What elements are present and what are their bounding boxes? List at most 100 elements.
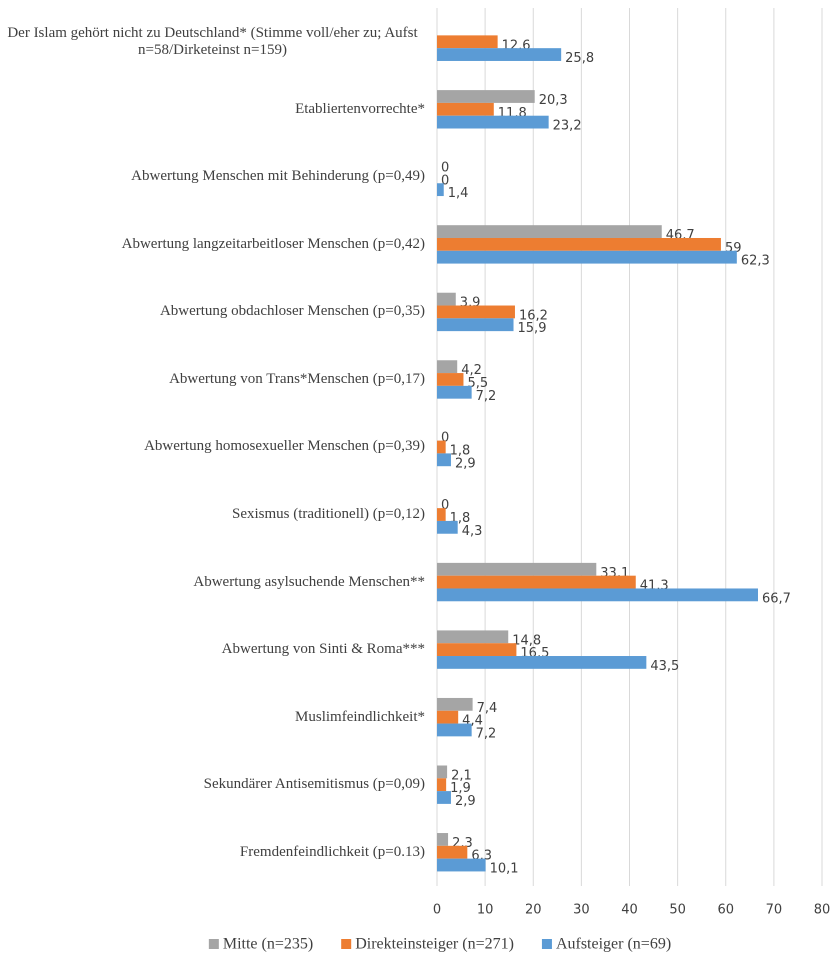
category-label-box: Etabliertenvorrechte* bbox=[0, 76, 425, 144]
category-label-text: Sekundärer Antisemitismus (p=0,09) bbox=[203, 776, 425, 793]
bar bbox=[437, 453, 451, 467]
category-label: Abwertung asylsuchende Menschen** bbox=[0, 548, 425, 616]
category-label-text: Der Islam gehört nicht zu Deutschland* (… bbox=[7, 24, 418, 58]
x-tick-label: 20 bbox=[525, 903, 542, 918]
bar bbox=[437, 305, 515, 319]
legend-label: Mitte (n=235) bbox=[223, 936, 313, 953]
category-label-text: Etabliertenvorrechte* bbox=[295, 100, 425, 117]
category-label-box: Abwertung Menschen mit Behinderung (p=0,… bbox=[0, 143, 425, 211]
bar bbox=[437, 697, 473, 711]
bar bbox=[437, 373, 464, 386]
value-label: 23,2 bbox=[553, 119, 582, 134]
x-tick-label: 0 bbox=[433, 903, 441, 918]
category-label-box: Muslimfeindlichkeit* bbox=[0, 683, 425, 751]
category-label: Abwertung langzeitarbeitloser Menschen (… bbox=[0, 211, 425, 279]
bar bbox=[437, 48, 562, 61]
value-label: 15,9 bbox=[518, 321, 547, 336]
category-label: Sexismus (traditionell) (p=0,12) bbox=[231, 506, 425, 523]
value-label: 2,1 bbox=[451, 768, 472, 783]
bar bbox=[437, 630, 509, 644]
category-label-text: Abwertung homosexueller Menschen (p=0,39… bbox=[144, 438, 425, 455]
category-label-text: Abwertung von Trans*Menschen (p=0,17) bbox=[169, 370, 425, 387]
x-tick-label: 80 bbox=[814, 903, 831, 918]
bar bbox=[437, 845, 468, 859]
category-label-text: Fremdenfeindlichkeit (p=0.13) bbox=[239, 843, 425, 860]
bar bbox=[437, 858, 486, 872]
category-label-box: Abwertung langzeitarbeitloser Menschen (… bbox=[0, 211, 425, 279]
category-label-text: Muslimfeindlichkeit* bbox=[295, 708, 425, 725]
category-label-box: Abwertung von Sinti & Roma*** bbox=[0, 616, 425, 684]
value-label: 1,4 bbox=[448, 186, 469, 201]
bar bbox=[437, 440, 446, 454]
category-label-box: Fremdenfeindlichkeit (p=0.13) bbox=[0, 818, 425, 886]
category-label-text: Abwertung asylsuchende Menschen** bbox=[193, 573, 425, 590]
value-label: 14,8 bbox=[512, 633, 541, 648]
category-label-text: Abwertung Menschen mit Behinderung (p=0,… bbox=[131, 168, 425, 185]
category-label-box: Abwertung homosexueller Menschen (p=0,39… bbox=[0, 413, 425, 481]
category-label: Abwertung von Sinti & Roma*** bbox=[0, 616, 425, 684]
bar bbox=[437, 520, 458, 534]
category-label-box: Abwertung asylsuchende Menschen** bbox=[0, 548, 425, 616]
bar bbox=[437, 292, 456, 306]
bar bbox=[437, 90, 535, 103]
value-label: 62,3 bbox=[741, 254, 770, 269]
category-label: Abwertung Menschen mit Behinderung (p=0,… bbox=[0, 143, 425, 211]
category-label: Abwertung obdachloser Menschen (p=0,35) bbox=[0, 278, 425, 346]
legend-label: Aufsteiger (n=69) bbox=[556, 936, 671, 953]
category-label-box: Abwertung von Trans*Menschen (p=0,17) bbox=[0, 346, 425, 414]
legend-swatch bbox=[208, 939, 219, 949]
category-label: Abwertung von Trans*Menschen (p=0,17) bbox=[0, 346, 425, 414]
bar bbox=[437, 250, 737, 264]
category-label-box: Sekundärer Antisemitismus (p=0,09) bbox=[0, 751, 425, 819]
category-label: Abwertung homosexueller Menschen (p=0,39… bbox=[0, 413, 425, 481]
category-label-box: Der Islam gehört nicht zu Deutschland* (… bbox=[0, 8, 425, 76]
category-label: Der Islam gehört nicht zu Deutschland* (… bbox=[0, 8, 425, 76]
bar bbox=[437, 791, 451, 804]
bar bbox=[437, 562, 597, 576]
value-label: 7,2 bbox=[476, 726, 497, 741]
x-tick-label: 60 bbox=[717, 903, 734, 918]
value-label: 0 bbox=[441, 431, 449, 446]
bar bbox=[437, 710, 459, 724]
x-tick-label: 30 bbox=[573, 903, 590, 918]
value-label: 43,5 bbox=[650, 659, 679, 674]
category-label: Etabliertenvorrechte* bbox=[0, 76, 425, 144]
value-label: 66,7 bbox=[762, 591, 791, 606]
value-label: 0 bbox=[441, 173, 449, 188]
legend-swatch bbox=[541, 939, 552, 949]
bar bbox=[437, 575, 636, 589]
value-label: 2,9 bbox=[455, 456, 476, 471]
bar bbox=[437, 723, 472, 737]
bar bbox=[437, 778, 447, 792]
legend-label: Direkteinsteiger (n=271) bbox=[355, 936, 514, 953]
value-label: 7,4 bbox=[477, 701, 498, 716]
value-label: 16,2 bbox=[519, 308, 548, 323]
value-label: 2,9 bbox=[455, 794, 476, 809]
bar bbox=[437, 318, 514, 332]
value-label: 1,8 bbox=[450, 444, 471, 459]
bar bbox=[437, 765, 448, 779]
value-label: 25,8 bbox=[565, 51, 594, 66]
value-label: 0 bbox=[441, 161, 449, 176]
bar bbox=[437, 237, 721, 251]
value-label: 20,3 bbox=[539, 93, 568, 108]
bar bbox=[437, 656, 647, 669]
value-label: 5,5 bbox=[467, 376, 488, 391]
category-label-text: Abwertung langzeitarbeitloser Menschen (… bbox=[121, 235, 425, 252]
category-label: Sekundärer Antisemitismus (p=0,09) bbox=[0, 751, 425, 819]
value-label: 4,2 bbox=[461, 363, 482, 378]
bar bbox=[437, 588, 758, 602]
bar bbox=[437, 360, 458, 374]
category-label-text: Abwertung von Sinti & Roma*** bbox=[221, 641, 425, 658]
bar bbox=[437, 183, 444, 197]
category-label-box: Abwertung obdachloser Menschen (p=0,35) bbox=[0, 278, 425, 346]
x-tick-label: 70 bbox=[766, 903, 783, 918]
x-tick-label: 40 bbox=[621, 903, 638, 918]
category-label-text: Sexismus (traditionell) (p=0,12) bbox=[231, 506, 425, 523]
bar bbox=[437, 115, 549, 129]
value-label: 7,2 bbox=[476, 389, 497, 404]
value-label: 4,3 bbox=[462, 524, 483, 539]
value-label: 10,1 bbox=[490, 862, 519, 877]
bar bbox=[437, 643, 517, 657]
